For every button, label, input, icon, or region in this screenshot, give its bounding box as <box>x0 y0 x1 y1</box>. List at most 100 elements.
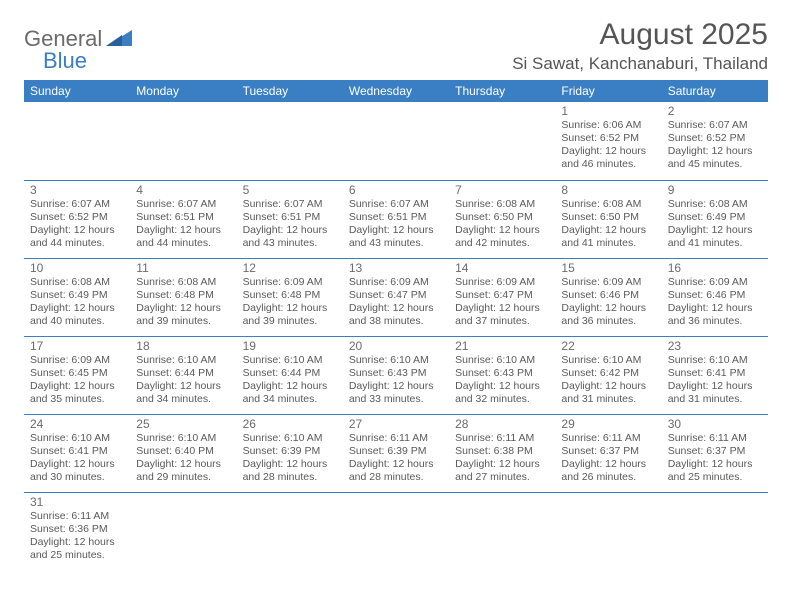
calendar-cell: 28Sunrise: 6:11 AMSunset: 6:38 PMDayligh… <box>449 414 555 492</box>
day-number: 8 <box>561 183 655 197</box>
daylight-line: Daylight: 12 hours and 43 minutes. <box>243 224 337 250</box>
calendar-week-row: 24Sunrise: 6:10 AMSunset: 6:41 PMDayligh… <box>24 414 768 492</box>
calendar-cell <box>343 102 449 180</box>
sunrise-line: Sunrise: 6:10 AM <box>243 354 337 367</box>
daylight-line: Daylight: 12 hours and 29 minutes. <box>136 458 230 484</box>
calendar-week-row: 31Sunrise: 6:11 AMSunset: 6:36 PMDayligh… <box>24 492 768 570</box>
sunrise-line: Sunrise: 6:10 AM <box>668 354 762 367</box>
col-wednesday: Wednesday <box>343 80 449 102</box>
sunrise-line: Sunrise: 6:09 AM <box>349 276 443 289</box>
calendar-cell: 4Sunrise: 6:07 AMSunset: 6:51 PMDaylight… <box>130 180 236 258</box>
sunset-line: Sunset: 6:50 PM <box>455 211 549 224</box>
calendar-cell: 19Sunrise: 6:10 AMSunset: 6:44 PMDayligh… <box>237 336 343 414</box>
sunset-line: Sunset: 6:44 PM <box>136 367 230 380</box>
daylight-line: Daylight: 12 hours and 41 minutes. <box>561 224 655 250</box>
sunset-line: Sunset: 6:48 PM <box>136 289 230 302</box>
sunset-line: Sunset: 6:39 PM <box>349 445 443 458</box>
daylight-line: Daylight: 12 hours and 44 minutes. <box>136 224 230 250</box>
sunset-line: Sunset: 6:45 PM <box>30 367 124 380</box>
day-number: 9 <box>668 183 762 197</box>
calendar-week-row: 17Sunrise: 6:09 AMSunset: 6:45 PMDayligh… <box>24 336 768 414</box>
daylight-line: Daylight: 12 hours and 39 minutes. <box>243 302 337 328</box>
calendar-cell: 29Sunrise: 6:11 AMSunset: 6:37 PMDayligh… <box>555 414 661 492</box>
sunset-line: Sunset: 6:39 PM <box>243 445 337 458</box>
sunrise-line: Sunrise: 6:06 AM <box>561 119 655 132</box>
sunset-line: Sunset: 6:51 PM <box>349 211 443 224</box>
daylight-line: Daylight: 12 hours and 33 minutes. <box>349 380 443 406</box>
daylight-line: Daylight: 12 hours and 32 minutes. <box>455 380 549 406</box>
day-number: 29 <box>561 417 655 431</box>
sunrise-line: Sunrise: 6:11 AM <box>30 510 124 523</box>
page-location: Si Sawat, Kanchanaburi, Thailand <box>512 54 768 74</box>
calendar-cell: 23Sunrise: 6:10 AMSunset: 6:41 PMDayligh… <box>662 336 768 414</box>
calendar-header-row: Sunday Monday Tuesday Wednesday Thursday… <box>24 80 768 102</box>
day-number: 18 <box>136 339 230 353</box>
calendar-cell: 1Sunrise: 6:06 AMSunset: 6:52 PMDaylight… <box>555 102 661 180</box>
col-friday: Friday <box>555 80 661 102</box>
sunrise-line: Sunrise: 6:10 AM <box>349 354 443 367</box>
sunset-line: Sunset: 6:38 PM <box>455 445 549 458</box>
sunrise-line: Sunrise: 6:11 AM <box>668 432 762 445</box>
day-number: 14 <box>455 261 549 275</box>
daylight-line: Daylight: 12 hours and 31 minutes. <box>668 380 762 406</box>
sunset-line: Sunset: 6:47 PM <box>455 289 549 302</box>
sunrise-line: Sunrise: 6:11 AM <box>561 432 655 445</box>
sunset-line: Sunset: 6:41 PM <box>668 367 762 380</box>
daylight-line: Daylight: 12 hours and 37 minutes. <box>455 302 549 328</box>
calendar-cell: 21Sunrise: 6:10 AMSunset: 6:43 PMDayligh… <box>449 336 555 414</box>
day-number: 21 <box>455 339 549 353</box>
day-number: 1 <box>561 104 655 118</box>
sunrise-line: Sunrise: 6:10 AM <box>243 432 337 445</box>
brand-text-blue: Blue <box>43 48 87 74</box>
day-number: 19 <box>243 339 337 353</box>
calendar-cell <box>237 102 343 180</box>
calendar-cell: 15Sunrise: 6:09 AMSunset: 6:46 PMDayligh… <box>555 258 661 336</box>
sunrise-line: Sunrise: 6:09 AM <box>668 276 762 289</box>
sunrise-line: Sunrise: 6:10 AM <box>136 354 230 367</box>
day-number: 7 <box>455 183 549 197</box>
sunset-line: Sunset: 6:37 PM <box>668 445 762 458</box>
calendar-cell: 16Sunrise: 6:09 AMSunset: 6:46 PMDayligh… <box>662 258 768 336</box>
calendar-cell: 22Sunrise: 6:10 AMSunset: 6:42 PMDayligh… <box>555 336 661 414</box>
day-number: 22 <box>561 339 655 353</box>
sunset-line: Sunset: 6:51 PM <box>243 211 337 224</box>
calendar-cell: 12Sunrise: 6:09 AMSunset: 6:48 PMDayligh… <box>237 258 343 336</box>
sunrise-line: Sunrise: 6:07 AM <box>349 198 443 211</box>
daylight-line: Daylight: 12 hours and 39 minutes. <box>136 302 230 328</box>
daylight-line: Daylight: 12 hours and 28 minutes. <box>349 458 443 484</box>
col-saturday: Saturday <box>662 80 768 102</box>
day-number: 6 <box>349 183 443 197</box>
sunrise-line: Sunrise: 6:09 AM <box>30 354 124 367</box>
sunrise-line: Sunrise: 6:10 AM <box>136 432 230 445</box>
sunset-line: Sunset: 6:41 PM <box>30 445 124 458</box>
sunrise-line: Sunrise: 6:11 AM <box>349 432 443 445</box>
calendar-cell: 18Sunrise: 6:10 AMSunset: 6:44 PMDayligh… <box>130 336 236 414</box>
calendar-cell: 2Sunrise: 6:07 AMSunset: 6:52 PMDaylight… <box>662 102 768 180</box>
sunrise-line: Sunrise: 6:09 AM <box>243 276 337 289</box>
day-number: 31 <box>30 495 124 509</box>
page-header: General August 2025 Si Sawat, Kanchanabu… <box>24 18 768 74</box>
calendar-cell: 7Sunrise: 6:08 AMSunset: 6:50 PMDaylight… <box>449 180 555 258</box>
daylight-line: Daylight: 12 hours and 40 minutes. <box>30 302 124 328</box>
calendar-cell <box>237 492 343 570</box>
page-title: August 2025 <box>512 18 768 52</box>
sunrise-line: Sunrise: 6:10 AM <box>30 432 124 445</box>
brand-triangle-icon <box>106 26 132 52</box>
sunset-line: Sunset: 6:51 PM <box>136 211 230 224</box>
sunrise-line: Sunrise: 6:07 AM <box>30 198 124 211</box>
calendar-table: Sunday Monday Tuesday Wednesday Thursday… <box>24 80 768 570</box>
daylight-line: Daylight: 12 hours and 25 minutes. <box>30 536 124 562</box>
sunrise-line: Sunrise: 6:10 AM <box>561 354 655 367</box>
calendar-cell: 8Sunrise: 6:08 AMSunset: 6:50 PMDaylight… <box>555 180 661 258</box>
daylight-line: Daylight: 12 hours and 38 minutes. <box>349 302 443 328</box>
day-number: 10 <box>30 261 124 275</box>
daylight-line: Daylight: 12 hours and 36 minutes. <box>561 302 655 328</box>
sunset-line: Sunset: 6:37 PM <box>561 445 655 458</box>
day-number: 26 <box>243 417 337 431</box>
sunrise-line: Sunrise: 6:09 AM <box>455 276 549 289</box>
sunrise-line: Sunrise: 6:08 AM <box>30 276 124 289</box>
sunrise-line: Sunrise: 6:09 AM <box>561 276 655 289</box>
sunrise-line: Sunrise: 6:07 AM <box>243 198 337 211</box>
daylight-line: Daylight: 12 hours and 34 minutes. <box>136 380 230 406</box>
calendar-cell: 17Sunrise: 6:09 AMSunset: 6:45 PMDayligh… <box>24 336 130 414</box>
